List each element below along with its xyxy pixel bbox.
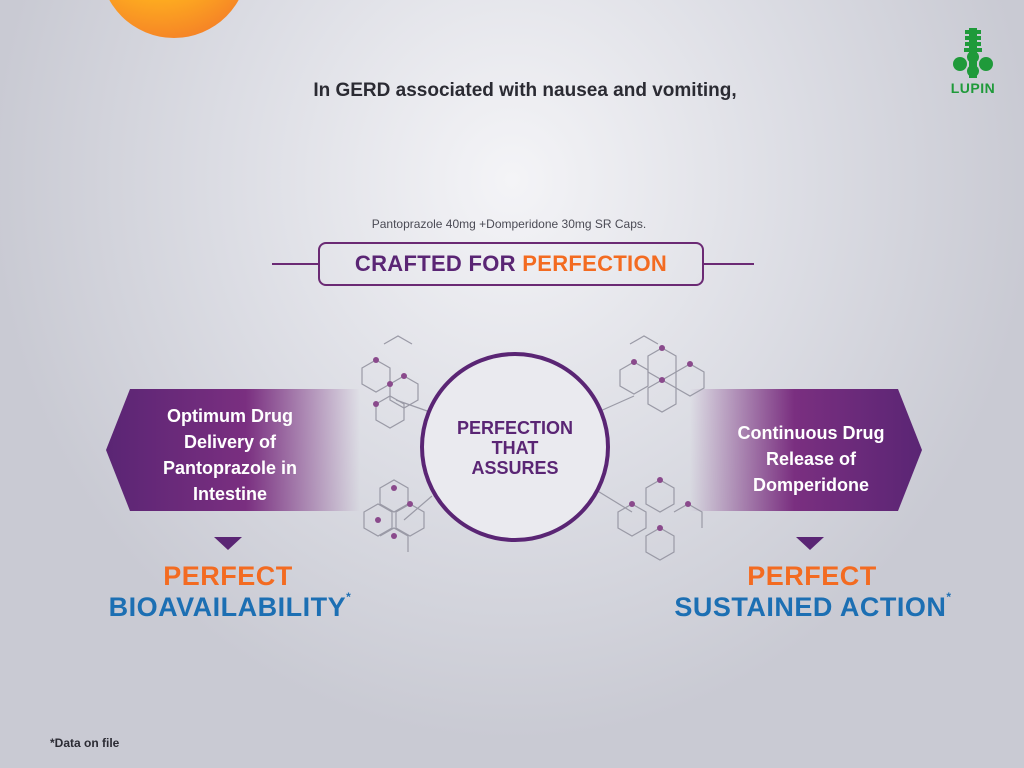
center-circle <box>420 352 610 542</box>
center-line: ASSURES <box>471 458 559 478</box>
right-banner-line: Domperidone <box>752 475 869 495</box>
right-arrow-down-icon <box>796 537 824 550</box>
left-banner-line: Optimum Drug <box>167 406 293 426</box>
headline: In GERD associated with nausea and vomit… <box>313 80 737 101</box>
left-benefit-mark: * <box>346 590 352 604</box>
hex-network-right <box>595 335 705 561</box>
right-benefit-mark: * <box>946 590 952 604</box>
right-banner-line: Release of <box>765 449 857 469</box>
left-benefit-text: BIOAVAILABILITY <box>108 592 347 622</box>
lupin-plant-icon <box>953 28 993 78</box>
right-banner-line: Continuous Drug <box>737 423 885 443</box>
left-banner-line: Delivery of <box>183 432 277 452</box>
tagline-rule-right <box>704 263 754 265</box>
right-banner-text: Continuous Drug Release of Domperidone <box>706 420 916 498</box>
right-banner <box>690 389 922 511</box>
right-perfect: PERFECT <box>747 561 877 591</box>
left-banner-text: Optimum Drug Delivery of Pantoprazole in… <box>120 403 340 507</box>
hex-nodes <box>373 345 693 539</box>
left-banner <box>106 389 360 511</box>
left-arrow-down-icon <box>214 537 242 550</box>
tagline-rule-left <box>272 263 318 265</box>
tagline-part2: PERFECTION <box>522 251 668 276</box>
left-perfect: PERFECT <box>163 561 293 591</box>
left-banner-line: Intestine <box>192 484 267 504</box>
right-benefit-text: SUSTAINED ACTION <box>674 592 947 622</box>
left-banner-line: Pantoprazole in <box>162 458 297 478</box>
left-benefit: BIOAVAILABILITY* <box>70 590 390 623</box>
product-name: Pantoprazole 40mg +Domperidone 30mg SR C… <box>371 217 647 231</box>
tagline-part1: CRAFTED FOR <box>354 251 516 276</box>
center-line: THAT <box>491 438 539 458</box>
lupin-logo: LUPIN <box>938 26 1008 102</box>
center-circle-text: PERFECTION THAT ASSURES <box>424 418 606 478</box>
center-line: PERFECTION <box>456 418 573 438</box>
tagline-box: CRAFTED FOR PERFECTION <box>318 242 704 286</box>
logo-text: LUPIN <box>950 80 996 96</box>
footnote: *Data on file <box>50 736 120 750</box>
right-benefit: SUSTAINED ACTION* <box>628 590 998 623</box>
